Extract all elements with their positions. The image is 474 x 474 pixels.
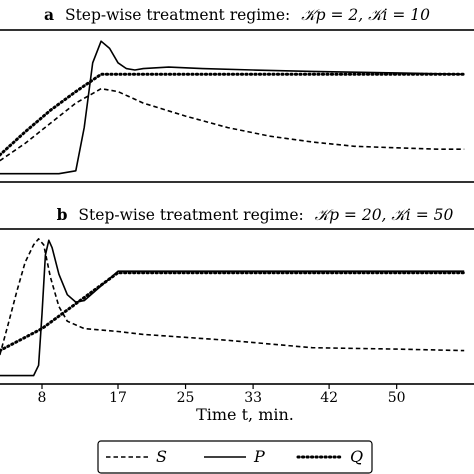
panel-a-title-prefix: Step-wise treatment regime: — [65, 6, 290, 24]
panel-a-title-params: 𝒦p = 2, 𝒦i = 10 — [301, 6, 430, 24]
panel-b-x-ticks: 8 17 25 33 42 50 — [38, 384, 406, 406]
panel-b: b Step-wise treatment regime: 𝒦p = 20, 𝒦… — [0, 205, 474, 424]
legend-label-q: Q — [350, 447, 363, 466]
panel-b-series-q — [0, 271, 466, 353]
x-tick-label: 8 — [38, 390, 47, 406]
panel-a: a Step-wise treatment regime: 𝒦p = 2, 𝒦i… — [0, 5, 474, 183]
panel-b-series-s — [0, 238, 465, 356]
panel-a-series-p — [0, 40, 465, 175]
panel-b-plot-area — [0, 238, 466, 377]
panel-b-title: b Step-wise treatment regime: 𝒦p = 20, 𝒦… — [57, 205, 454, 224]
x-axis-label: Time t, min. — [196, 405, 294, 424]
panel-b-letter: b — [57, 205, 68, 224]
legend: S P Q — [97, 440, 373, 474]
x-tick-label: 42 — [320, 390, 338, 406]
panel-a-frame — [0, 29, 474, 183]
panel-a-plot-area — [0, 40, 466, 175]
legend-label-p: P — [253, 447, 265, 466]
panel-a-series-s — [0, 87, 465, 162]
panel-a-series-q — [0, 72, 466, 157]
panel-a-letter: a — [44, 5, 54, 24]
panel-b-title-prefix: Step-wise treatment regime: — [78, 206, 303, 224]
panel-b-title-params: 𝒦p = 20, 𝒦i = 50 — [315, 206, 454, 224]
panel-b-frame — [0, 228, 474, 385]
x-tick-label: 50 — [388, 390, 406, 406]
x-tick-label: 33 — [244, 390, 262, 406]
x-tick-label: 17 — [109, 390, 127, 406]
x-tick-label: 25 — [177, 390, 195, 406]
legend-label-s: S — [156, 447, 167, 466]
panel-a-title: a Step-wise treatment regime: 𝒦p = 2, 𝒦i… — [44, 5, 430, 24]
